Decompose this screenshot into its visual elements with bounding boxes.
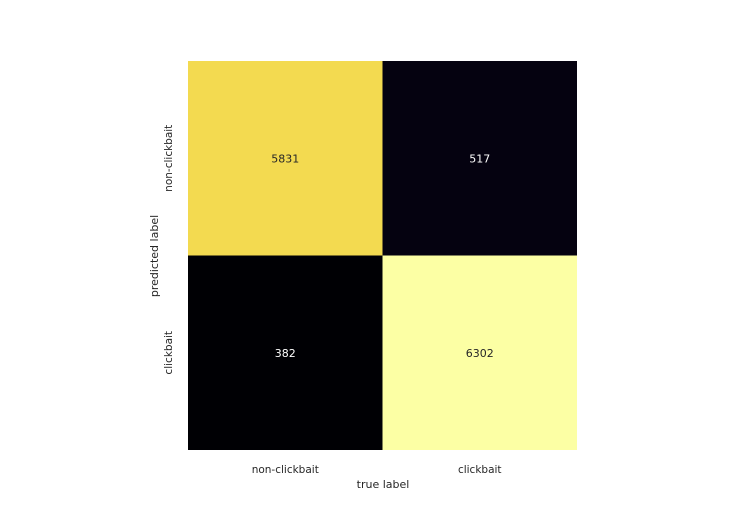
heatmap-cell-label-r1-c0: 382 <box>275 347 296 360</box>
x-tick-label-1: clickbait <box>458 464 502 476</box>
heatmap-cell-r0-c0 <box>188 61 383 256</box>
x-tick-labels: non-clickbait clickbait <box>252 464 502 476</box>
y-tick-label-1: clickbait <box>163 331 175 375</box>
heatmap-cell-r0-c1 <box>382 61 577 256</box>
x-tick-label-0: non-clickbait <box>252 464 319 476</box>
x-axis-label: true label <box>357 478 410 491</box>
heatmap-cell-r1-c0 <box>188 255 383 450</box>
heatmap-cells <box>188 61 577 450</box>
y-tick-labels: non-clickbait clickbait <box>163 125 175 375</box>
y-axis-label: predicted label <box>148 215 161 297</box>
heatmap-cell-labels: 5831 517 382 6302 <box>271 152 494 360</box>
heatmap-cell-label-r0-c1: 517 <box>469 152 490 165</box>
heatmap-cell-label-r0-c0: 5831 <box>271 152 299 165</box>
heatmap-cell-r1-c1 <box>382 255 577 450</box>
heatmap-cell-label-r1-c1: 6302 <box>466 347 494 360</box>
y-tick-label-0: non-clickbait <box>163 125 175 192</box>
